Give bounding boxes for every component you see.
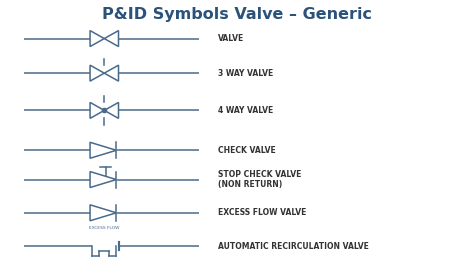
- Text: EXCESS FLOW VALVE: EXCESS FLOW VALVE: [218, 208, 306, 217]
- Text: P&ID Symbols Valve – Generic: P&ID Symbols Valve – Generic: [102, 7, 372, 22]
- Text: VALVE: VALVE: [218, 34, 244, 43]
- Text: 4 WAY VALVE: 4 WAY VALVE: [218, 106, 273, 115]
- Text: STOP CHECK VALVE
(NON RETURN): STOP CHECK VALVE (NON RETURN): [218, 170, 301, 189]
- Text: 3 WAY VALVE: 3 WAY VALVE: [218, 69, 273, 78]
- Text: EXCESS FLOW: EXCESS FLOW: [89, 226, 119, 230]
- Text: CHECK VALVE: CHECK VALVE: [218, 146, 276, 155]
- Text: AUTOMATIC RECIRCULATION VALVE: AUTOMATIC RECIRCULATION VALVE: [218, 242, 369, 251]
